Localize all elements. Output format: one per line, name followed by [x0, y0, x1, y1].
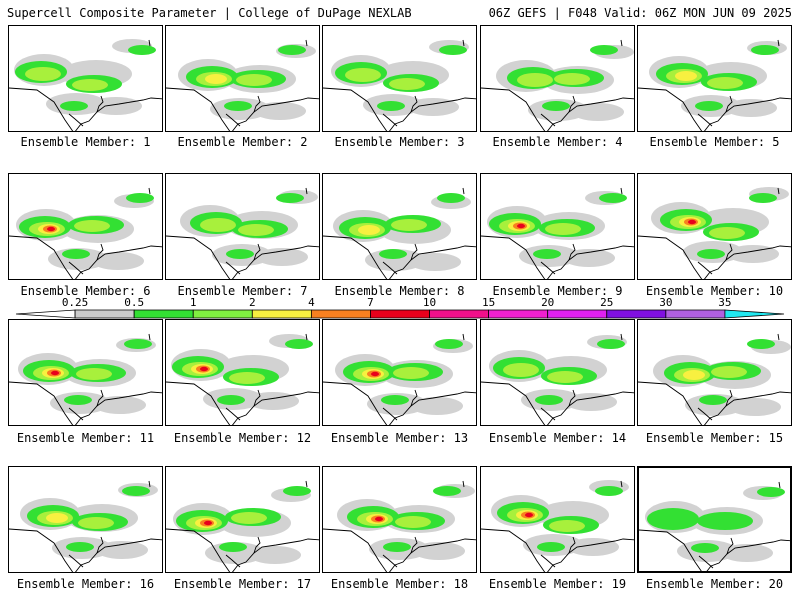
scp-map [323, 39, 476, 131]
ensemble-member-label: Ensemble Member: 17 [173, 577, 312, 591]
ensemble-member-label: Ensemble Member: 6 [20, 284, 151, 298]
ensemble-member-label: Ensemble Member: 11 [16, 431, 155, 445]
legend-swatch [370, 309, 430, 319]
color-scale-legend [15, 309, 785, 319]
legend-tick-label: 4 [308, 296, 315, 309]
scp-map [481, 480, 634, 572]
ensemble-panel-15 [637, 319, 792, 426]
scp-map [9, 480, 162, 572]
ensemble-panel-13 [322, 319, 477, 426]
legend-swatch [547, 309, 608, 319]
legend-tick-label: 15 [481, 296, 496, 309]
scp-map [323, 187, 476, 279]
ensemble-member-label: Ensemble Member: 2 [177, 135, 308, 149]
ensemble-member-label: Ensemble Member: 13 [330, 431, 469, 445]
ensemble-panel-1 [8, 25, 163, 132]
ensemble-member-label: Ensemble Member: 19 [488, 577, 627, 591]
ensemble-member-label: Ensemble Member: 8 [334, 284, 465, 298]
ensemble-member-label: Ensemble Member: 4 [492, 135, 623, 149]
legend-swatch [74, 309, 135, 319]
ensemble-panel-10 [637, 173, 792, 280]
ensemble-panel-16 [8, 466, 163, 573]
ensemble-member-label: Ensemble Member: 9 [492, 284, 623, 298]
scp-map [9, 333, 162, 425]
ensemble-panel-3 [322, 25, 477, 132]
legend-tick-label: 7 [367, 296, 374, 309]
scp-map [638, 333, 791, 425]
legend-swatch [429, 309, 490, 319]
legend-swatch [15, 309, 76, 319]
legend-swatch [488, 309, 549, 319]
ensemble-panel-14 [480, 319, 635, 426]
legend-tick-label: 25 [600, 296, 614, 309]
scp-map [481, 187, 634, 279]
legend-tick-label: 0.5 [124, 296, 145, 309]
legend-tick-label: 0.25 [61, 296, 89, 309]
ensemble-member-label: Ensemble Member: 20 [645, 577, 784, 591]
ensemble-panel-11 [8, 319, 163, 426]
ensemble-panel-18 [322, 466, 477, 573]
legend-tick-label: 20 [541, 296, 555, 309]
legend-swatch [724, 309, 785, 319]
legend-tick-label: 30 [659, 296, 673, 309]
scp-map [9, 187, 162, 279]
scp-map [9, 39, 162, 131]
ensemble-member-label: Ensemble Member: 1 [20, 135, 151, 149]
scp-map [639, 481, 790, 571]
ensemble-panel-4 [480, 25, 635, 132]
legend-tick-label: 10 [422, 296, 437, 309]
ensemble-member-label: Ensemble Member: 7 [177, 284, 308, 298]
valid-time-label: 06Z GEFS | F048 Valid: 06Z MON JUN 09 20… [488, 6, 792, 20]
ensemble-member-label: Ensemble Member: 18 [330, 577, 469, 591]
legend-swatch [251, 309, 312, 319]
ensemble-panel-5 [637, 25, 792, 132]
ensemble-panel-8 [322, 173, 477, 280]
scp-map [481, 333, 634, 425]
scp-map [166, 39, 319, 131]
scp-map [166, 187, 319, 279]
scp-map [166, 480, 319, 572]
legend-swatch [133, 309, 194, 319]
ensemble-panel-12 [165, 319, 320, 426]
ensemble-member-label: Ensemble Member: 16 [16, 577, 155, 591]
legend-tick-label: 2 [248, 296, 256, 309]
ensemble-panel-9 [480, 173, 635, 280]
legend-swatch [665, 309, 726, 319]
legend-swatch [192, 309, 253, 319]
legend-swatch [606, 309, 667, 319]
scp-map [481, 39, 634, 131]
ensemble-member-label: Ensemble Member: 15 [645, 431, 784, 445]
page-title: Supercell Composite Parameter | College … [7, 6, 412, 20]
scp-map [323, 333, 476, 425]
ensemble-panel-20 [637, 466, 792, 573]
ensemble-panel-2 [165, 25, 320, 132]
ensemble-panel-17 [165, 466, 320, 573]
ensemble-member-label: Ensemble Member: 10 [645, 284, 784, 298]
scp-map [638, 187, 791, 279]
ensemble-member-label: Ensemble Member: 5 [649, 135, 780, 149]
ensemble-member-label: Ensemble Member: 14 [488, 431, 627, 445]
legend-tick-label: 1 [189, 296, 197, 309]
legend-tick-label: 35 [718, 296, 732, 309]
ensemble-panel-19 [480, 466, 635, 573]
ensemble-member-label: Ensemble Member: 12 [173, 431, 312, 445]
ensemble-member-label: Ensemble Member: 3 [334, 135, 465, 149]
scp-map [638, 39, 791, 131]
legend-swatch [310, 309, 371, 319]
ensemble-panel-6 [8, 173, 163, 280]
scp-map [166, 333, 319, 425]
ensemble-panel-7 [165, 173, 320, 280]
scp-map [323, 480, 476, 572]
